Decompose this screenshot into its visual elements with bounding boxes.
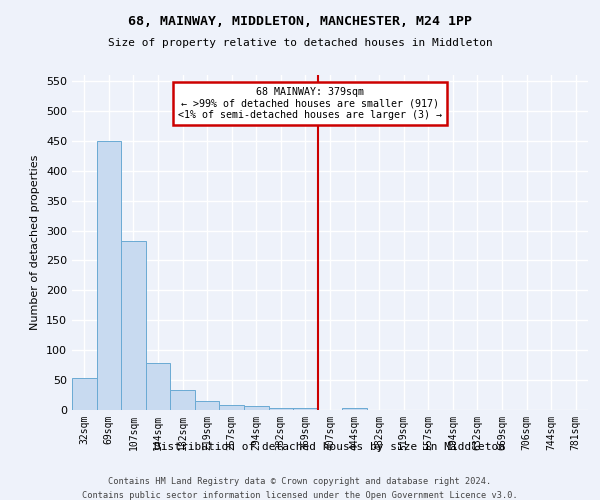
Text: 68, MAINWAY, MIDDLETON, MANCHESTER, M24 1PP: 68, MAINWAY, MIDDLETON, MANCHESTER, M24 … xyxy=(128,15,472,28)
Bar xyxy=(72,378,97,410)
Bar xyxy=(220,404,244,410)
Bar xyxy=(146,362,170,410)
Text: Contains HM Land Registry data © Crown copyright and database right 2024.: Contains HM Land Registry data © Crown c… xyxy=(109,478,491,486)
Bar xyxy=(121,240,146,410)
Text: 68 MAINWAY: 379sqm
← >99% of detached houses are smaller (917)
<1% of semi-detac: 68 MAINWAY: 379sqm ← >99% of detached ho… xyxy=(178,87,442,120)
Bar xyxy=(293,408,318,410)
Y-axis label: Number of detached properties: Number of detached properties xyxy=(31,155,40,330)
Text: Distribution of detached houses by size in Middleton: Distribution of detached houses by size … xyxy=(155,442,505,452)
Bar xyxy=(342,408,367,410)
Text: Contains public sector information licensed under the Open Government Licence v3: Contains public sector information licen… xyxy=(82,491,518,500)
Text: Size of property relative to detached houses in Middleton: Size of property relative to detached ho… xyxy=(107,38,493,48)
Bar xyxy=(269,408,293,410)
Bar xyxy=(97,141,121,410)
Bar xyxy=(170,390,195,410)
Bar xyxy=(244,406,269,410)
Bar xyxy=(195,401,220,410)
